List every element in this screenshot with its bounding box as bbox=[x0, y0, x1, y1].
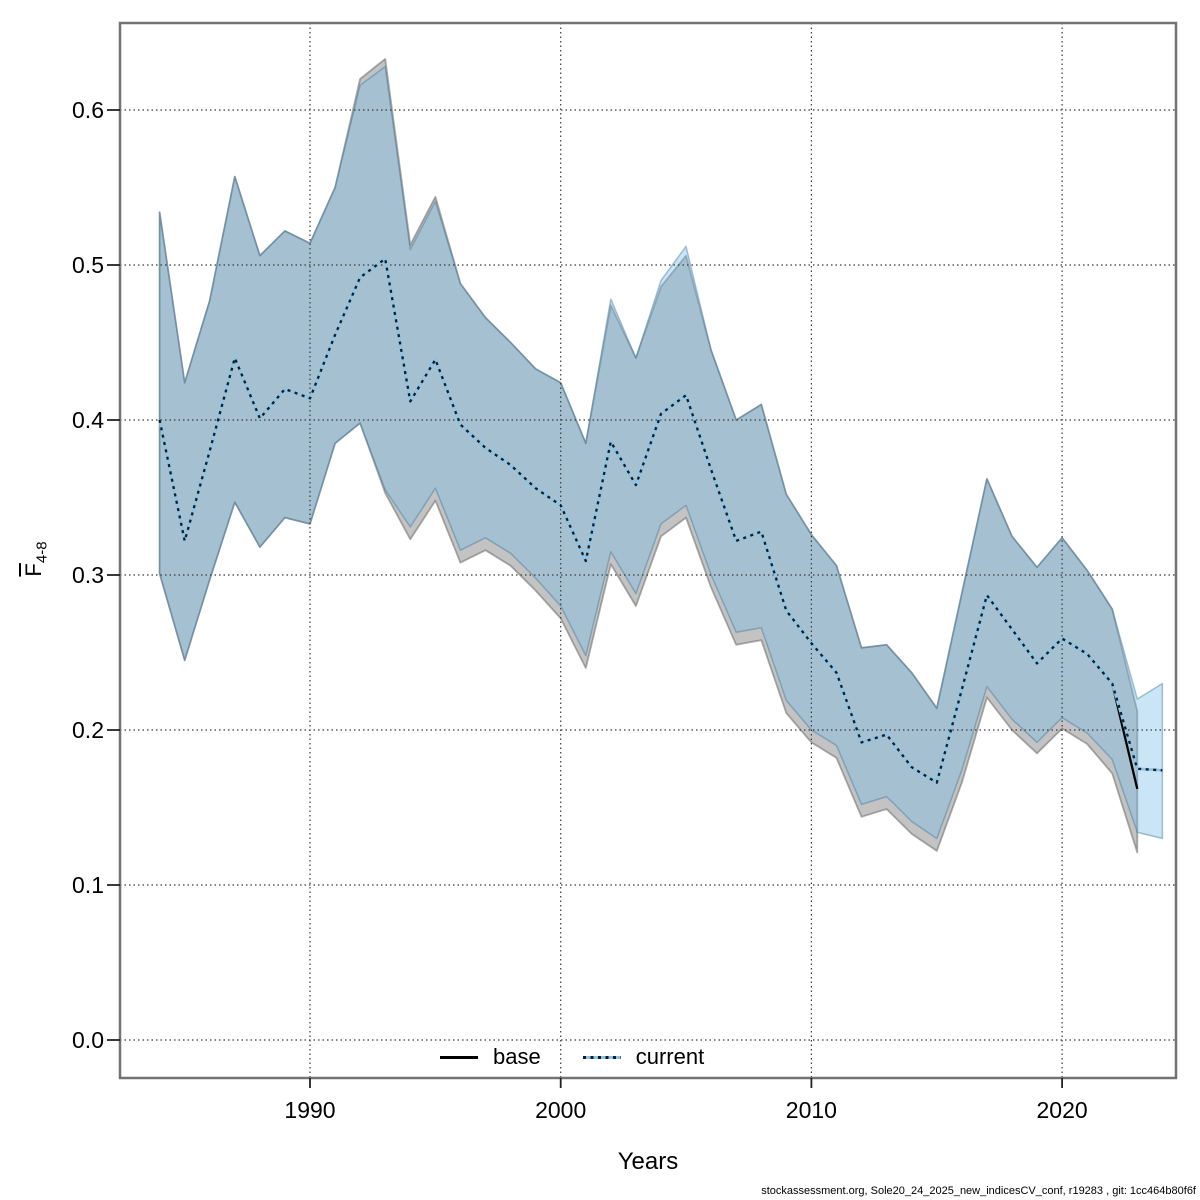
confidence-band-base bbox=[158, 58, 1139, 854]
y-tick-label-0.1: 0.1 bbox=[72, 872, 104, 898]
y-tick-label-0.6: 0.6 bbox=[72, 97, 104, 123]
y-axis-title-subscript: 4-8 bbox=[33, 541, 51, 564]
x-tick-label-1990: 1990 bbox=[284, 1097, 336, 1123]
legend-base-label: base bbox=[493, 1044, 541, 1069]
legend-base-line-sample bbox=[440, 1055, 478, 1059]
plot-frame bbox=[118, 21, 1178, 1080]
y-tick-label-0.2: 0.2 bbox=[72, 717, 104, 743]
y-axis-title: F4-8 bbox=[21, 499, 51, 619]
legend-current-label: current bbox=[635, 1044, 705, 1069]
x-tick-label-2020: 2020 bbox=[1036, 1097, 1088, 1123]
y-tick-label-0.0: 0.0 bbox=[72, 1027, 104, 1053]
y-tick-label-0.3: 0.3 bbox=[72, 562, 104, 588]
y-axis-title-symbol: F bbox=[21, 563, 46, 577]
x-axis-title: Years bbox=[617, 1148, 679, 1175]
y-tick-label-0.4: 0.4 bbox=[72, 407, 104, 433]
confidence-band-current bbox=[158, 65, 1164, 840]
line-current-dotted bbox=[158, 257, 1163, 784]
y-tick-label-0.5: 0.5 bbox=[72, 252, 104, 278]
x-tick-label-2000: 2000 bbox=[535, 1097, 587, 1123]
legend: base current bbox=[440, 1042, 746, 1072]
footer-attribution: stockassessment.org, Sole20_24_2025_new_… bbox=[761, 1185, 1196, 1197]
legend-current-line-sample bbox=[582, 1055, 621, 1059]
x-tick-label-2010: 2010 bbox=[785, 1097, 837, 1123]
